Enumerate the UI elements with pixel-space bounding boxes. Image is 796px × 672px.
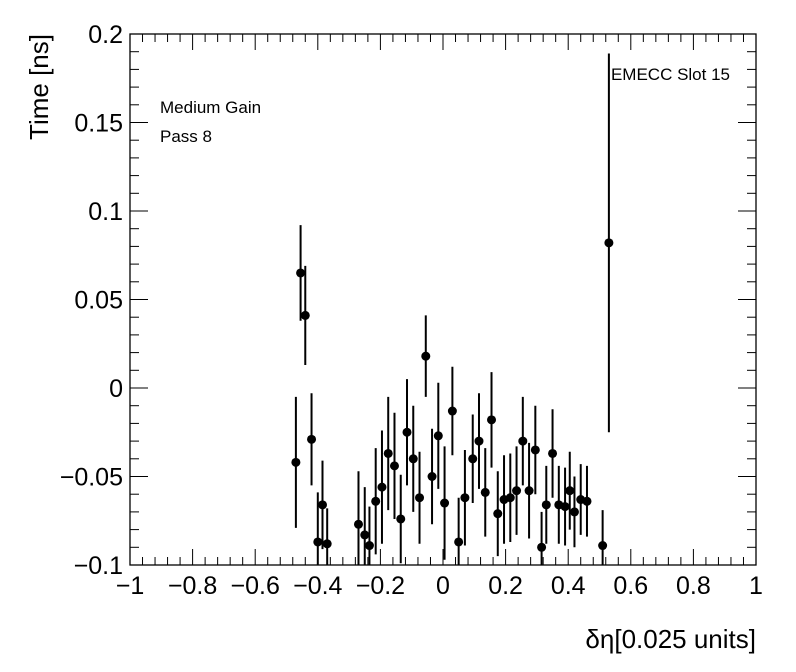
data-point xyxy=(389,461,399,471)
y-tick-label: 0.05 xyxy=(74,287,123,315)
data-point xyxy=(493,509,503,519)
y-axis-title: Time [ns] xyxy=(24,34,54,140)
pass-annotation: Pass 8 xyxy=(160,127,212,146)
data-point xyxy=(537,542,547,552)
data-point xyxy=(565,486,575,496)
axis-ticks xyxy=(129,33,757,566)
data-point xyxy=(396,514,406,524)
data-points xyxy=(291,53,614,565)
data-point xyxy=(307,434,317,444)
data-point xyxy=(402,427,412,437)
x-tick-label: 1 xyxy=(749,572,763,600)
data-point xyxy=(569,507,579,517)
x-tick-label: 0 xyxy=(436,572,450,600)
x-tick-label: 0.4 xyxy=(551,572,586,600)
data-point xyxy=(317,500,327,510)
y-tick-label: 0.1 xyxy=(88,198,123,226)
data-point xyxy=(383,448,393,458)
x-tick-label: −0.6 xyxy=(231,572,280,600)
data-point xyxy=(598,541,608,551)
data-point xyxy=(560,502,570,512)
x-tick-label: 0.2 xyxy=(488,572,523,600)
slot-annotation: EMECC Slot 15 xyxy=(611,65,730,84)
data-point xyxy=(541,500,551,510)
data-point xyxy=(512,486,522,496)
y-tick-label: −0.1 xyxy=(74,552,123,580)
data-point xyxy=(447,406,457,416)
x-tick-label: −0.8 xyxy=(168,572,217,600)
data-point xyxy=(468,454,478,464)
data-point xyxy=(296,268,306,278)
gain-annotation: Medium Gain xyxy=(160,98,261,117)
data-point xyxy=(433,431,443,441)
x-tick-label: −0.4 xyxy=(293,572,342,600)
data-point xyxy=(505,493,515,503)
data-point xyxy=(427,472,437,481)
x-tick-label: −1 xyxy=(116,572,145,600)
data-point xyxy=(291,457,301,467)
data-point xyxy=(524,486,534,496)
data-point xyxy=(408,454,418,464)
x-tick-label: 0.8 xyxy=(676,572,711,600)
y-tick-labels: −0.1 −0.05 0 0.05 0.1 0.15 0.2 xyxy=(60,21,123,580)
data-point xyxy=(460,493,470,503)
data-point xyxy=(300,310,310,320)
data-point xyxy=(440,498,450,508)
data-point xyxy=(454,537,464,547)
data-point xyxy=(415,493,425,503)
data-point xyxy=(474,436,484,446)
data-point xyxy=(421,351,431,361)
data-point xyxy=(360,530,370,540)
x-tick-label: −0.2 xyxy=(356,572,405,600)
data-point xyxy=(548,448,558,458)
data-point xyxy=(353,519,363,529)
y-tick-label: −0.05 xyxy=(60,464,123,492)
data-point xyxy=(518,436,528,446)
y-tick-label: 0 xyxy=(109,375,123,403)
data-point xyxy=(377,482,387,492)
data-point xyxy=(322,539,332,549)
data-point xyxy=(604,238,614,248)
data-point xyxy=(487,415,497,425)
x-tick-label: 0.6 xyxy=(613,572,648,600)
x-tick-labels: −1 −0.8 −0.6 −0.4 −0.2 0 0.2 0.4 0.6 0.8 1 xyxy=(116,572,763,600)
data-point xyxy=(530,445,540,455)
data-point xyxy=(313,537,323,547)
data-point xyxy=(582,496,592,506)
y-tick-label: 0.2 xyxy=(88,21,123,49)
data-point xyxy=(371,496,381,506)
x-axis-title: δη[0.025 units] xyxy=(585,624,756,654)
data-point xyxy=(480,487,490,497)
y-tick-label: 0.15 xyxy=(74,110,123,138)
data-point xyxy=(364,541,374,551)
